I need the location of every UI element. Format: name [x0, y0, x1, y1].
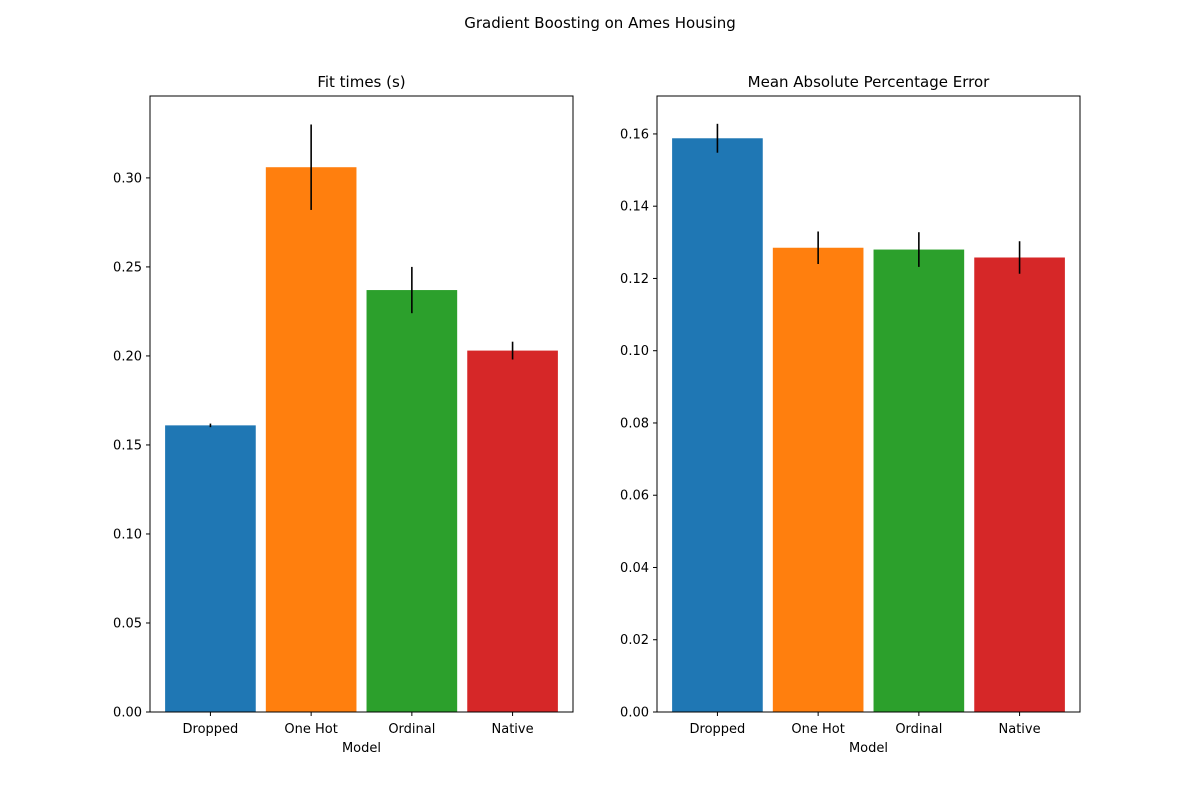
y-tick-label-fit-times: 0.20: [113, 349, 142, 364]
bar-mape-native: [974, 257, 1065, 712]
axes-frame-fit-times: [149, 95, 574, 713]
x-tick-label-fit-times: Ordinal: [388, 722, 435, 737]
y-tick-label-mape: 0.00: [620, 706, 649, 721]
y-tick-label-fit-times: 0.05: [113, 616, 142, 631]
x-tick-label-fit-times: One Hot: [284, 722, 337, 737]
bar-mape-one-hot: [772, 247, 864, 712]
subplot-mape: Mean Absolute Percentage Error 0.00 0.02 0.…: [620, 73, 1081, 756]
x-axis-label-fit-times: Model: [342, 741, 381, 756]
y-tick-label-fit-times: 0.30: [113, 171, 142, 186]
bar-fit-times-ordinal: [366, 290, 458, 712]
x-tick-label-mape: One Hot: [791, 722, 844, 737]
figure-title: Gradient Boosting on Ames Housing: [464, 14, 735, 32]
x-tick-label-mape: Ordinal: [895, 722, 942, 737]
y-tick-label-mape: 0.04: [620, 561, 649, 576]
bar-fit-times-native: [467, 350, 558, 712]
y-tick-label-mape: 0.10: [620, 344, 649, 359]
x-axis-label-mape: Model: [849, 741, 888, 756]
y-tick-label-mape: 0.06: [620, 489, 649, 504]
y-tick-label-fit-times: 0.15: [113, 438, 142, 453]
bar-mape-dropped: [672, 138, 763, 712]
subplot-title-mape: Mean Absolute Percentage Error: [748, 73, 991, 91]
x-tick-label-fit-times: Native: [492, 722, 534, 737]
bar-fit-times-dropped: [165, 425, 256, 712]
subplot-fit-times: Fit times (s) 0.00 0.05 0.10 0.15 0.20 0.25 0.3…: [113, 73, 574, 756]
y-tick-label-mape: 0.12: [620, 272, 649, 287]
y-tick-label-mape: 0.02: [620, 633, 649, 648]
subplot-title-fit-times: Fit times (s): [317, 73, 405, 91]
bar-mape-ordinal: [873, 249, 965, 712]
x-tick-label-mape: Dropped: [690, 722, 746, 737]
bar-fit-times-one-hot: [265, 167, 357, 712]
x-tick-label-mape: Native: [999, 722, 1041, 737]
axes-frame-mape: [656, 95, 1081, 713]
y-tick-label-fit-times: 0.10: [113, 527, 142, 542]
y-tick-label-fit-times: 0.25: [113, 260, 142, 275]
x-tick-label-fit-times: Dropped: [183, 722, 239, 737]
y-tick-label-mape: 0.14: [620, 200, 649, 215]
y-tick-label-fit-times: 0.00: [113, 706, 142, 721]
y-tick-label-mape: 0.16: [620, 127, 649, 142]
y-tick-label-mape: 0.08: [620, 416, 649, 431]
